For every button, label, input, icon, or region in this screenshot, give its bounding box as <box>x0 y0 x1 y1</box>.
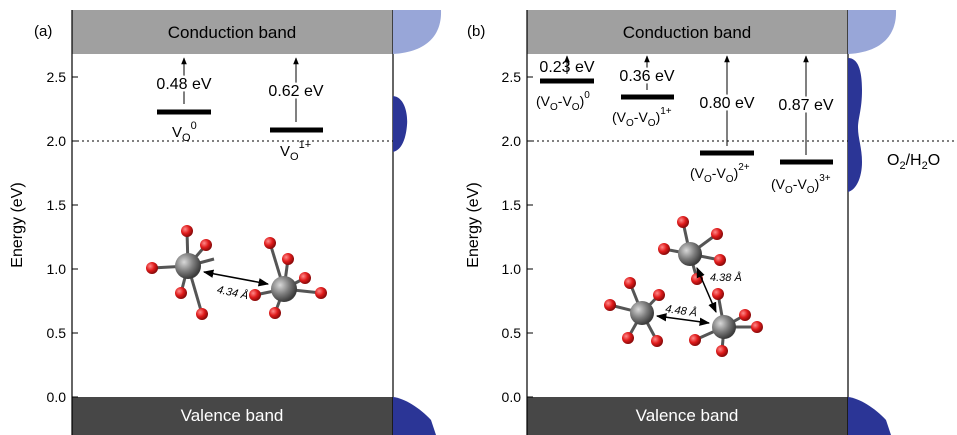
level-label-vo1: VO1+ <box>280 139 311 163</box>
tick-label: 2.5 <box>47 69 67 85</box>
metal-atom <box>678 242 702 266</box>
metal-atom <box>712 315 736 339</box>
oxygen-atom <box>653 289 665 301</box>
distance-label-b2: 4.48 Å <box>665 302 698 319</box>
conduction-band-b <box>527 10 848 54</box>
tick-label: 1.5 <box>502 197 522 213</box>
oxygen-atom <box>282 253 294 265</box>
tick-label: 2.0 <box>502 133 522 149</box>
panel-b: (b) Conduction band Valence band 0.0 0.5… <box>465 10 957 435</box>
y-axis-label-b: Energy (eV) <box>465 182 482 267</box>
valence-band-label-a: Valence band <box>181 406 284 425</box>
oxygen-atom <box>249 289 261 301</box>
oxygen-atom <box>711 228 723 240</box>
conduction-band-label-b: Conduction band <box>623 23 752 42</box>
oxygen-atom <box>651 335 663 347</box>
gap-label-vo1: 0.62 eV <box>268 83 323 100</box>
atoms-b <box>604 216 763 357</box>
dos-conduction-b <box>848 10 897 54</box>
level-label-vovo2: (VO-VO)2+ <box>690 162 750 185</box>
dos-conduction-a <box>393 10 442 54</box>
oxygen-atom <box>146 262 158 274</box>
atoms-a <box>146 225 327 320</box>
dos-strip-b <box>848 10 897 435</box>
gap-label-vovo2: 0.80 eV <box>699 95 754 112</box>
distance-arrow-b2 <box>655 313 711 326</box>
gap-label-vovo3: 0.87 eV <box>778 97 833 114</box>
oxygen-atom <box>658 243 670 255</box>
distance-arrow-b1 <box>696 267 717 313</box>
tick-label: 0.0 <box>47 389 67 405</box>
tick-label: 0.5 <box>502 325 522 341</box>
oxygen-atom <box>315 287 327 299</box>
distance-arrow-a <box>202 269 270 287</box>
y-ticks-b: 0.0 0.5 1.0 1.5 2.0 2.5 <box>502 69 533 405</box>
tick-label: 2.0 <box>47 133 67 149</box>
tick-label: 2.5 <box>502 69 522 85</box>
conduction-band-a <box>72 10 393 54</box>
gap-label-vovo0: 0.23 eV <box>539 59 594 76</box>
tick-label: 0.5 <box>47 325 67 341</box>
level-label-vovo0: (VO-VO)0 <box>536 90 590 113</box>
oxygen-atom <box>689 334 701 346</box>
oxygen-atom <box>200 239 212 251</box>
metal-atom <box>175 253 201 279</box>
oxygen-atom <box>716 345 728 357</box>
metal-atom <box>271 276 297 302</box>
oxygen-atom <box>622 332 634 344</box>
conduction-band-label-a: Conduction band <box>168 23 297 42</box>
tick-label: 1.0 <box>47 261 67 277</box>
gap-label-vovo1: 0.36 eV <box>619 68 674 85</box>
oxygen-atom <box>624 277 636 289</box>
y-ticks-a: 0.0 0.5 1.0 1.5 2.0 2.5 <box>47 69 78 405</box>
oxygen-atom <box>677 216 689 228</box>
level-label-vovo1: (VO-VO)1+ <box>612 106 672 129</box>
dos-valence-b <box>848 397 891 435</box>
level-label-vovo3: (VO-VO)3+ <box>771 173 831 196</box>
oxygen-atom <box>175 287 187 299</box>
y-axis-label-a: Energy (eV) <box>9 182 26 267</box>
oxygen-atom <box>604 299 616 311</box>
metal-atom <box>630 301 654 325</box>
dos-defect-b <box>848 58 862 192</box>
oxygen-atom <box>181 225 193 237</box>
tick-label: 1.5 <box>47 197 67 213</box>
oxygen-atom <box>299 272 311 284</box>
tick-label: 0.0 <box>502 389 522 405</box>
oxygen-atom <box>196 308 208 320</box>
dos-strip-a <box>393 10 442 435</box>
valence-band-a <box>72 397 393 435</box>
oxygen-atom <box>712 288 724 300</box>
level-label-vo0: VO0 <box>172 120 197 144</box>
panel-a: (a) Conduction band Valence band 0.0 0.5… <box>9 10 442 435</box>
gap-label-vo0: 0.48 eV <box>156 76 211 93</box>
oxygen-atom <box>269 307 281 319</box>
oxygen-atom <box>714 254 726 266</box>
distance-label-b1: 4.38 Å <box>710 271 742 284</box>
oxygen-atom <box>739 309 751 321</box>
tick-label: 1.0 <box>502 261 522 277</box>
dos-valence-a <box>393 397 436 435</box>
panel-b-label: (b) <box>467 23 485 40</box>
oxygen-atom <box>264 237 276 249</box>
valence-band-b <box>527 397 848 435</box>
dos-defect-a <box>393 96 408 152</box>
redox-label: O2/H2O <box>887 152 940 172</box>
oxygen-atom <box>751 321 763 333</box>
distance-label-a: 4.34 Å <box>216 283 250 302</box>
valence-band-label-b: Valence band <box>636 406 739 425</box>
panel-a-label: (a) <box>34 23 52 40</box>
